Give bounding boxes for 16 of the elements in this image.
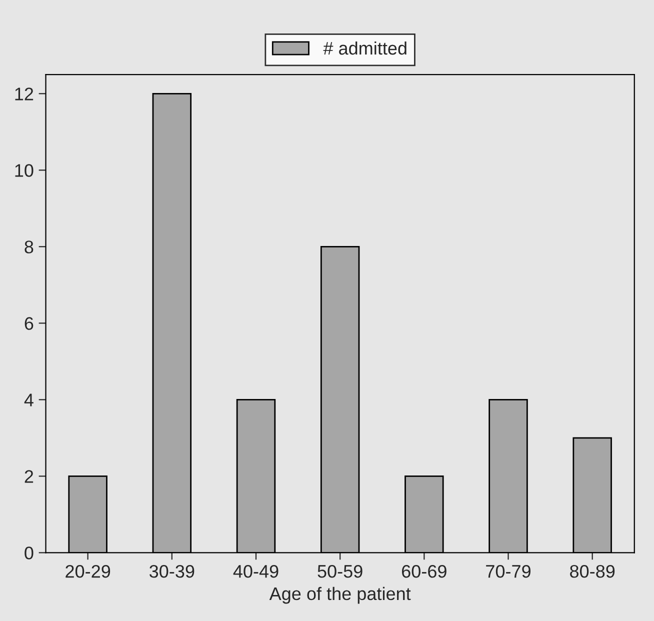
y-tick-label: 2 bbox=[24, 470, 34, 483]
x-tick-label: 30-39 bbox=[150, 564, 194, 578]
legend-label: # admitted bbox=[323, 41, 406, 55]
x-tick-label: 80-89 bbox=[570, 564, 615, 578]
x-tick-label: 70-79 bbox=[486, 564, 530, 578]
x-tick-label: 50-59 bbox=[318, 564, 362, 578]
y-tick-label: 6 bbox=[24, 317, 34, 330]
x-tick-label: 60-69 bbox=[402, 564, 446, 578]
x-tick-label: 40-49 bbox=[233, 564, 278, 578]
x-axis-title: Age of the patient bbox=[269, 586, 411, 604]
y-tick-label: 8 bbox=[24, 240, 34, 254]
y-tick-label: 0 bbox=[24, 546, 34, 560]
y-tick-label: 4 bbox=[24, 394, 34, 406]
y-tick-label: 10 bbox=[15, 164, 34, 177]
y-tick-label: 12 bbox=[15, 88, 34, 100]
x-tick-label: 20-29 bbox=[66, 564, 110, 578]
